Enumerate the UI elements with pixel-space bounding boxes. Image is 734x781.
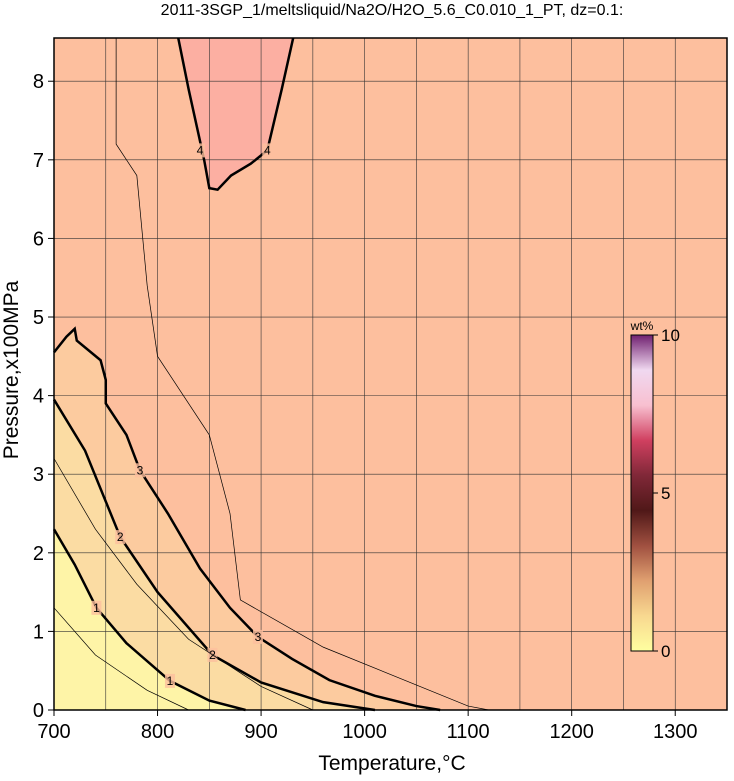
y-tick-label: 7 [33,150,44,172]
contour-label-bg [164,673,175,688]
colorbar-tick-label: 10 [661,326,680,345]
x-tick-label: 1300 [653,721,698,743]
contour-label: 4 [197,143,204,157]
contour-fill [54,399,375,710]
colorbar-label: wt% [630,319,654,333]
x-tick-label: 1100 [447,721,490,743]
y-tick-label: 2 [33,543,44,565]
contour-label-bg [262,143,273,158]
y-tick-label: 6 [33,228,44,250]
contour-line [52,528,246,712]
contour-line [115,38,489,711]
y-tick-label: 4 [33,386,44,408]
contour-label: 1 [93,601,100,615]
contour-label: 4 [264,143,271,157]
contour-line [52,398,376,712]
plot-frame [53,37,728,711]
contour-label-bg [194,143,205,158]
contour-label: 1 [167,674,174,688]
x-axis-label: Temperature,°C [318,752,465,775]
y-tick-label: 1 [33,621,44,643]
contour-line [53,458,313,711]
contour-label-bg [115,530,126,545]
contour-label: 3 [137,463,144,477]
colorbar-tick-label: 5 [661,484,670,503]
x-tick-label: 1200 [549,721,594,743]
chart-title: 2011-3SGP_1/meltsliquid/Na2O/H2O_5.6_C0.… [161,2,624,19]
x-tick-label: 1000 [342,721,387,743]
contour-label: 2 [117,530,124,544]
x-tick-label: 700 [37,721,70,743]
x-tick-label: 900 [244,721,277,743]
colorbar [630,334,654,652]
y-axis-label: Pressure,x100MPa [0,280,23,459]
contour-line [53,326,441,712]
y-tick-label: 3 [33,464,44,486]
contour-fill [54,529,246,710]
contour-line [177,37,295,192]
contour-label-bg [252,629,263,644]
x-tick-label: 800 [141,721,174,743]
y-tick-label: 0 [33,700,44,722]
contour-label-bg [134,463,145,478]
contour-label: 3 [255,630,262,644]
contour-line [53,607,189,711]
y-tick-label: 8 [33,71,44,93]
contour-label-bg [91,600,102,615]
colorbar-tick-label: 0 [661,642,670,661]
y-tick-label: 5 [33,307,44,329]
